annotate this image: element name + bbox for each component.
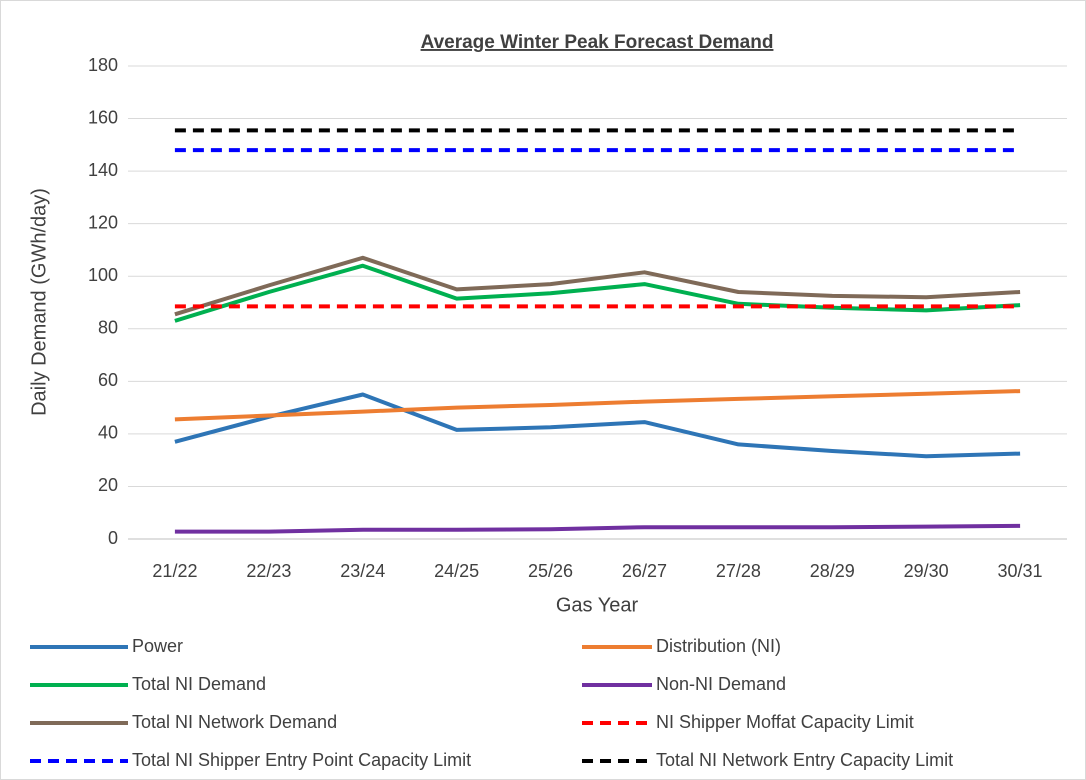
series-line (174, 263, 1021, 323)
x-tick-label: 21/22 (152, 561, 197, 581)
legend-label: NI Shipper Moffat Capacity Limit (656, 712, 914, 732)
y-tick-label: 0 (108, 528, 118, 548)
x-tick-label: 25/26 (528, 561, 573, 581)
chart-title: Average Winter Peak Forecast Demand (421, 32, 774, 53)
y-axis-label: Daily Demand (GWh/day) (28, 188, 50, 416)
series-line (174, 523, 1021, 534)
y-tick-label: 160 (88, 107, 118, 127)
y-tick-label: 140 (88, 160, 118, 180)
y-tick-label: 180 (88, 55, 118, 75)
x-tick-label: 30/31 (998, 561, 1043, 581)
x-tick-label: 22/23 (246, 561, 291, 581)
y-tick-label: 120 (88, 212, 118, 232)
legend-label: Non-NI Demand (656, 674, 786, 694)
legend-label: Total NI Network Demand (132, 712, 337, 732)
legend-label: Total NI Demand (132, 674, 266, 694)
y-tick-label: 40 (98, 423, 118, 443)
x-tick-label: 27/28 (716, 561, 761, 581)
x-tick-label: 29/30 (904, 561, 949, 581)
series-line (174, 255, 1021, 317)
y-tick-label: 80 (98, 318, 118, 338)
legend-label: Total NI Network Entry Capacity Limit (656, 750, 953, 770)
series-line (174, 392, 1021, 459)
legend-label: Distribution (NI) (656, 636, 781, 656)
x-tick-label: 28/29 (810, 561, 855, 581)
y-tick-label: 20 (98, 475, 118, 495)
x-tick-label: 24/25 (434, 561, 479, 581)
legend-label: Total NI Shipper Entry Point Capacity Li… (132, 750, 471, 770)
x-axis-label: Gas Year (556, 594, 639, 616)
series-line (174, 389, 1021, 422)
y-tick-label: 60 (98, 370, 118, 390)
x-tick-label: 23/24 (340, 561, 385, 581)
legend-label: Power (132, 636, 183, 656)
x-tick-label: 26/27 (622, 561, 667, 581)
y-tick-label: 100 (88, 265, 118, 285)
